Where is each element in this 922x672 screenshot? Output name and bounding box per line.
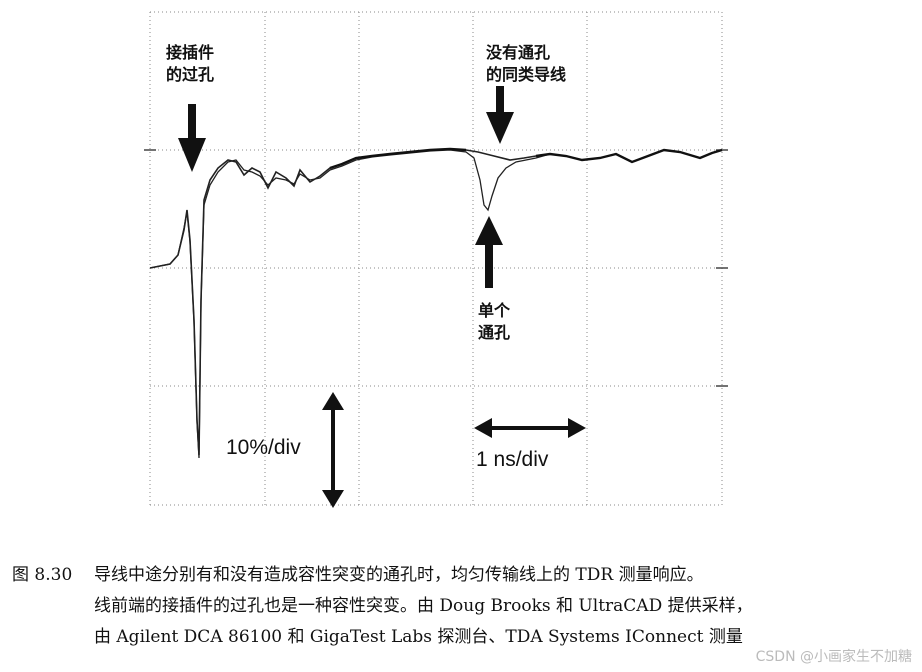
caption-line-2: 线前端的接插件的过孔也是一种容性突变。由 Doug Brooks 和 Ultra… xyxy=(94,596,753,616)
caption-line-3: 由 Agilent DCA 86100 和 GigaTest Labs 探测台、… xyxy=(94,627,743,647)
label-no-via-line-1: 没有通孔 xyxy=(486,43,551,62)
label-no-via-line-2: 的同类导线 xyxy=(486,65,567,84)
watermark: CSDN @小画家生不加糖 xyxy=(755,649,912,665)
label-connector-via-line-1: 接插件 xyxy=(166,43,215,62)
arrow-horizontal-scale xyxy=(474,418,586,438)
arrow-single-via xyxy=(475,216,503,288)
label-single-via-line-1: 单个 xyxy=(478,301,511,320)
label-vertical-scale: 10%/div xyxy=(226,436,301,459)
arrow-connector-via xyxy=(178,104,206,172)
label-single-via-line-2: 通孔 xyxy=(478,323,511,342)
caption-number: 图 8.30 xyxy=(12,565,73,585)
axis-ticks xyxy=(144,149,728,387)
figure-caption: 图 8.30 导线中途分别有和没有造成容性突变的通孔时，均匀传输线上的 TDR 测… xyxy=(12,560,912,653)
trace-with-via xyxy=(149,149,723,459)
label-no-via: 没有通孔 的同类导线 xyxy=(486,42,566,86)
trace-thick-overlay xyxy=(329,147,723,170)
arrow-no-via xyxy=(486,86,514,144)
arrow-vertical-scale xyxy=(322,392,344,508)
caption-line-1: 导线中途分别有和没有造成容性突变的通孔时，均匀传输线上的 TDR 测量响应。 xyxy=(94,565,704,585)
trace-no-via xyxy=(149,148,723,456)
label-horizontal-scale: 1 ns/div xyxy=(476,448,549,471)
label-connector-via-line-2: 的过孔 xyxy=(166,65,215,84)
label-connector-via: 接插件 的过孔 xyxy=(166,42,214,86)
label-single-via: 单个 通孔 xyxy=(478,300,510,344)
tdr-figure xyxy=(144,11,728,508)
grid xyxy=(149,11,723,506)
